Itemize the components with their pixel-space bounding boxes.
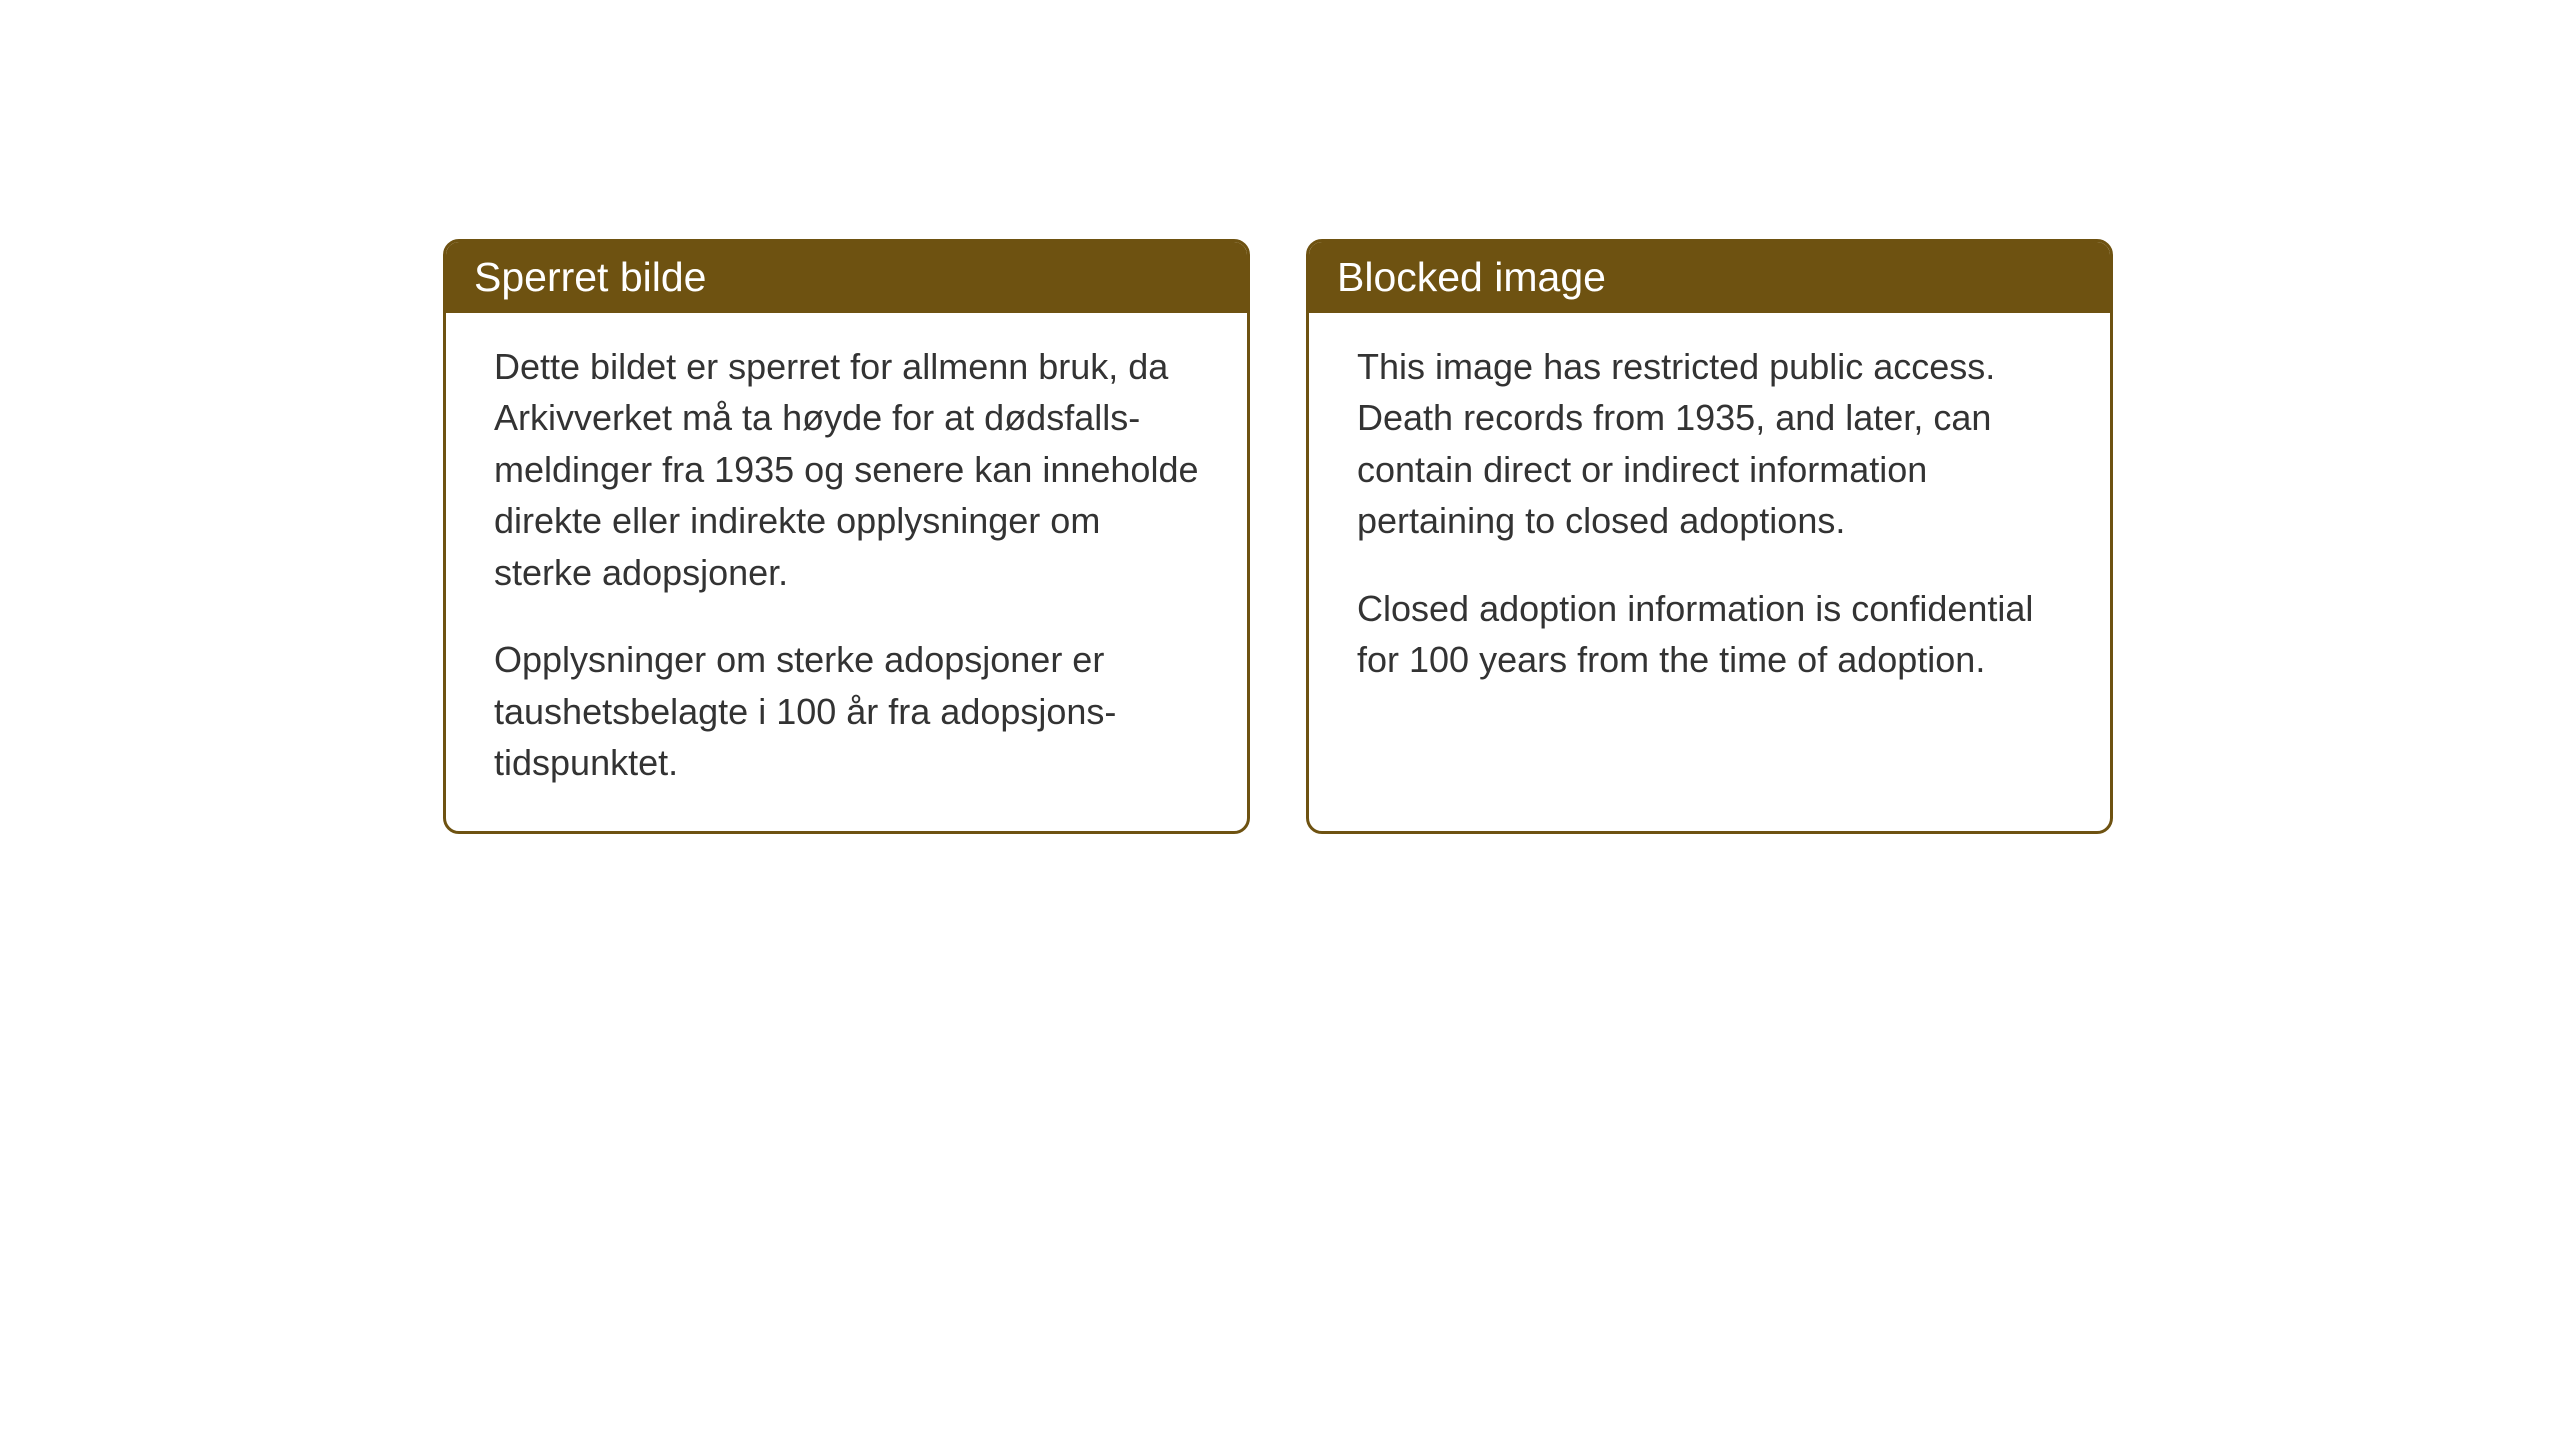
- notice-container: Sperret bilde Dette bildet er sperret fo…: [443, 239, 2113, 834]
- english-notice-card: Blocked image This image has restricted …: [1306, 239, 2113, 834]
- english-card-body: This image has restricted public access.…: [1309, 313, 2110, 728]
- norwegian-paragraph-2: Opplysninger om sterke adopsjoner er tau…: [494, 634, 1199, 788]
- english-paragraph-2: Closed adoption information is confident…: [1357, 583, 2062, 686]
- english-paragraph-1: This image has restricted public access.…: [1357, 341, 2062, 547]
- norwegian-card-title: Sperret bilde: [446, 242, 1247, 313]
- english-card-title: Blocked image: [1309, 242, 2110, 313]
- norwegian-notice-card: Sperret bilde Dette bildet er sperret fo…: [443, 239, 1250, 834]
- norwegian-paragraph-1: Dette bildet er sperret for allmenn bruk…: [494, 341, 1199, 598]
- norwegian-card-body: Dette bildet er sperret for allmenn bruk…: [446, 313, 1247, 831]
